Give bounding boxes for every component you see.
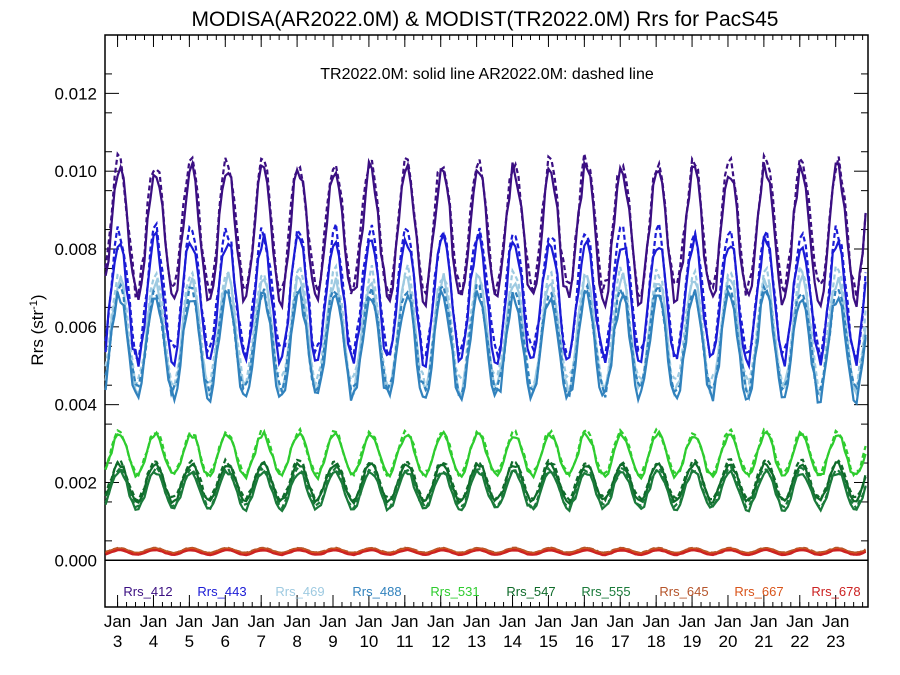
y-tick-label: 0.012 xyxy=(54,84,97,103)
x-tick-year: 15 xyxy=(539,632,558,651)
x-tick-year: 4 xyxy=(149,632,158,651)
x-tick-year: 9 xyxy=(328,632,337,651)
x-tick-month: Jan xyxy=(391,612,418,631)
x-tick-month: Jan xyxy=(355,612,382,631)
x-tick-year: 18 xyxy=(647,632,666,651)
series-line-rrs-555-dashed xyxy=(104,464,867,512)
x-tick-month: Jan xyxy=(247,612,274,631)
series-line-rrs-547-dashed xyxy=(104,457,867,503)
legend-entry-rrs-555: Rrs_555 xyxy=(581,584,630,599)
x-tick-month: Jan xyxy=(607,612,634,631)
x-tick-year: 22 xyxy=(790,632,809,651)
series-line-rrs-531-solid xyxy=(104,428,867,482)
x-tick-month: Jan xyxy=(104,612,131,631)
x-tick-year: 10 xyxy=(359,632,378,651)
chart-title: MODISA(AR2022.0M) & MODIST(TR2022.0M) Rr… xyxy=(192,8,779,31)
x-tick-year: 13 xyxy=(467,632,486,651)
x-tick-month: Jan xyxy=(499,612,526,631)
x-tick-month: Jan xyxy=(822,612,849,631)
x-tick-month: Jan xyxy=(571,612,598,631)
x-tick-year: 14 xyxy=(503,632,522,651)
y-tick-label: 0.010 xyxy=(54,162,97,181)
x-tick-year: 19 xyxy=(683,632,702,651)
legend-entry-rrs-469: Rrs_469 xyxy=(275,584,324,599)
y-tick-label: 0.002 xyxy=(54,473,97,492)
x-tick-month: Jan xyxy=(714,612,741,631)
x-tick-year: 12 xyxy=(431,632,450,651)
x-tick-year: 20 xyxy=(719,632,738,651)
x-tick-month: Jan xyxy=(786,612,813,631)
x-tick-month: Jan xyxy=(140,612,167,631)
x-tick-year: 7 xyxy=(256,632,265,651)
series-line-rrs-488-dashed xyxy=(104,280,867,402)
plot-area xyxy=(104,34,869,608)
chart-subtitle: TR2022.0M: solid line AR2022.0M: dashed … xyxy=(320,66,654,83)
x-tick-month: Jan xyxy=(176,612,203,631)
x-tick-year: 21 xyxy=(754,632,773,651)
y-axis-label: Rrs (str-1) xyxy=(28,294,47,365)
x-tick-year: 11 xyxy=(396,632,414,651)
legend-entry-rrs-412: Rrs_412 xyxy=(123,584,172,599)
legend-entry-rrs-547: Rrs_547 xyxy=(506,584,555,599)
x-tick-month: Jan xyxy=(463,612,490,631)
legend-entry-rrs-531: Rrs_531 xyxy=(430,584,479,599)
x-tick-month: Jan xyxy=(750,612,777,631)
legend-entry-rrs-645: Rrs_645 xyxy=(659,584,708,599)
series-line-rrs-531-dashed xyxy=(104,426,867,479)
x-tick-month: Jan xyxy=(642,612,669,631)
y-tick-label: 0.006 xyxy=(54,318,97,337)
legend-entry-rrs-667: Rrs_667 xyxy=(734,584,783,599)
x-tick-year: 23 xyxy=(826,632,845,651)
legend-entry-rrs-488: Rrs_488 xyxy=(352,584,401,599)
legend-entry-rrs-678: Rrs_678 xyxy=(811,584,860,599)
x-tick-year: 6 xyxy=(221,632,230,651)
x-tick-month: Jan xyxy=(535,612,562,631)
x-tick-year: 5 xyxy=(185,632,194,651)
x-tick-month: Jan xyxy=(319,612,346,631)
series-lines xyxy=(104,151,867,557)
y-tick-label: 0.000 xyxy=(54,551,97,570)
legend: Rrs_412 Rrs_443 Rrs_469 Rrs_488 Rrs_531 Rrs_5… xyxy=(123,584,860,599)
series-line-rrs-443-dashed xyxy=(104,219,867,362)
x-tick-month: Jan xyxy=(427,612,454,631)
x-tick-month: Jan xyxy=(212,612,239,631)
x-tick-year: 8 xyxy=(292,632,301,651)
x-tick-month: Jan xyxy=(678,612,705,631)
series-line-rrs-469-dashed xyxy=(104,262,867,392)
series-line-rrs-678-dashed xyxy=(105,548,867,556)
y-tick-label: 0.004 xyxy=(54,396,97,415)
x-tick-year: 16 xyxy=(575,632,594,651)
y-tick-label: 0.008 xyxy=(54,240,97,259)
x-tick-month: Jan xyxy=(283,612,310,631)
x-axis-ticks: Jan3Jan4Jan5Jan6Jan7Jan8Jan9Jan10Jan11Ja… xyxy=(104,35,864,651)
x-tick-year: 3 xyxy=(113,632,122,651)
legend-entry-rrs-443: Rrs_443 xyxy=(197,584,246,599)
x-tick-year: 17 xyxy=(611,632,630,651)
